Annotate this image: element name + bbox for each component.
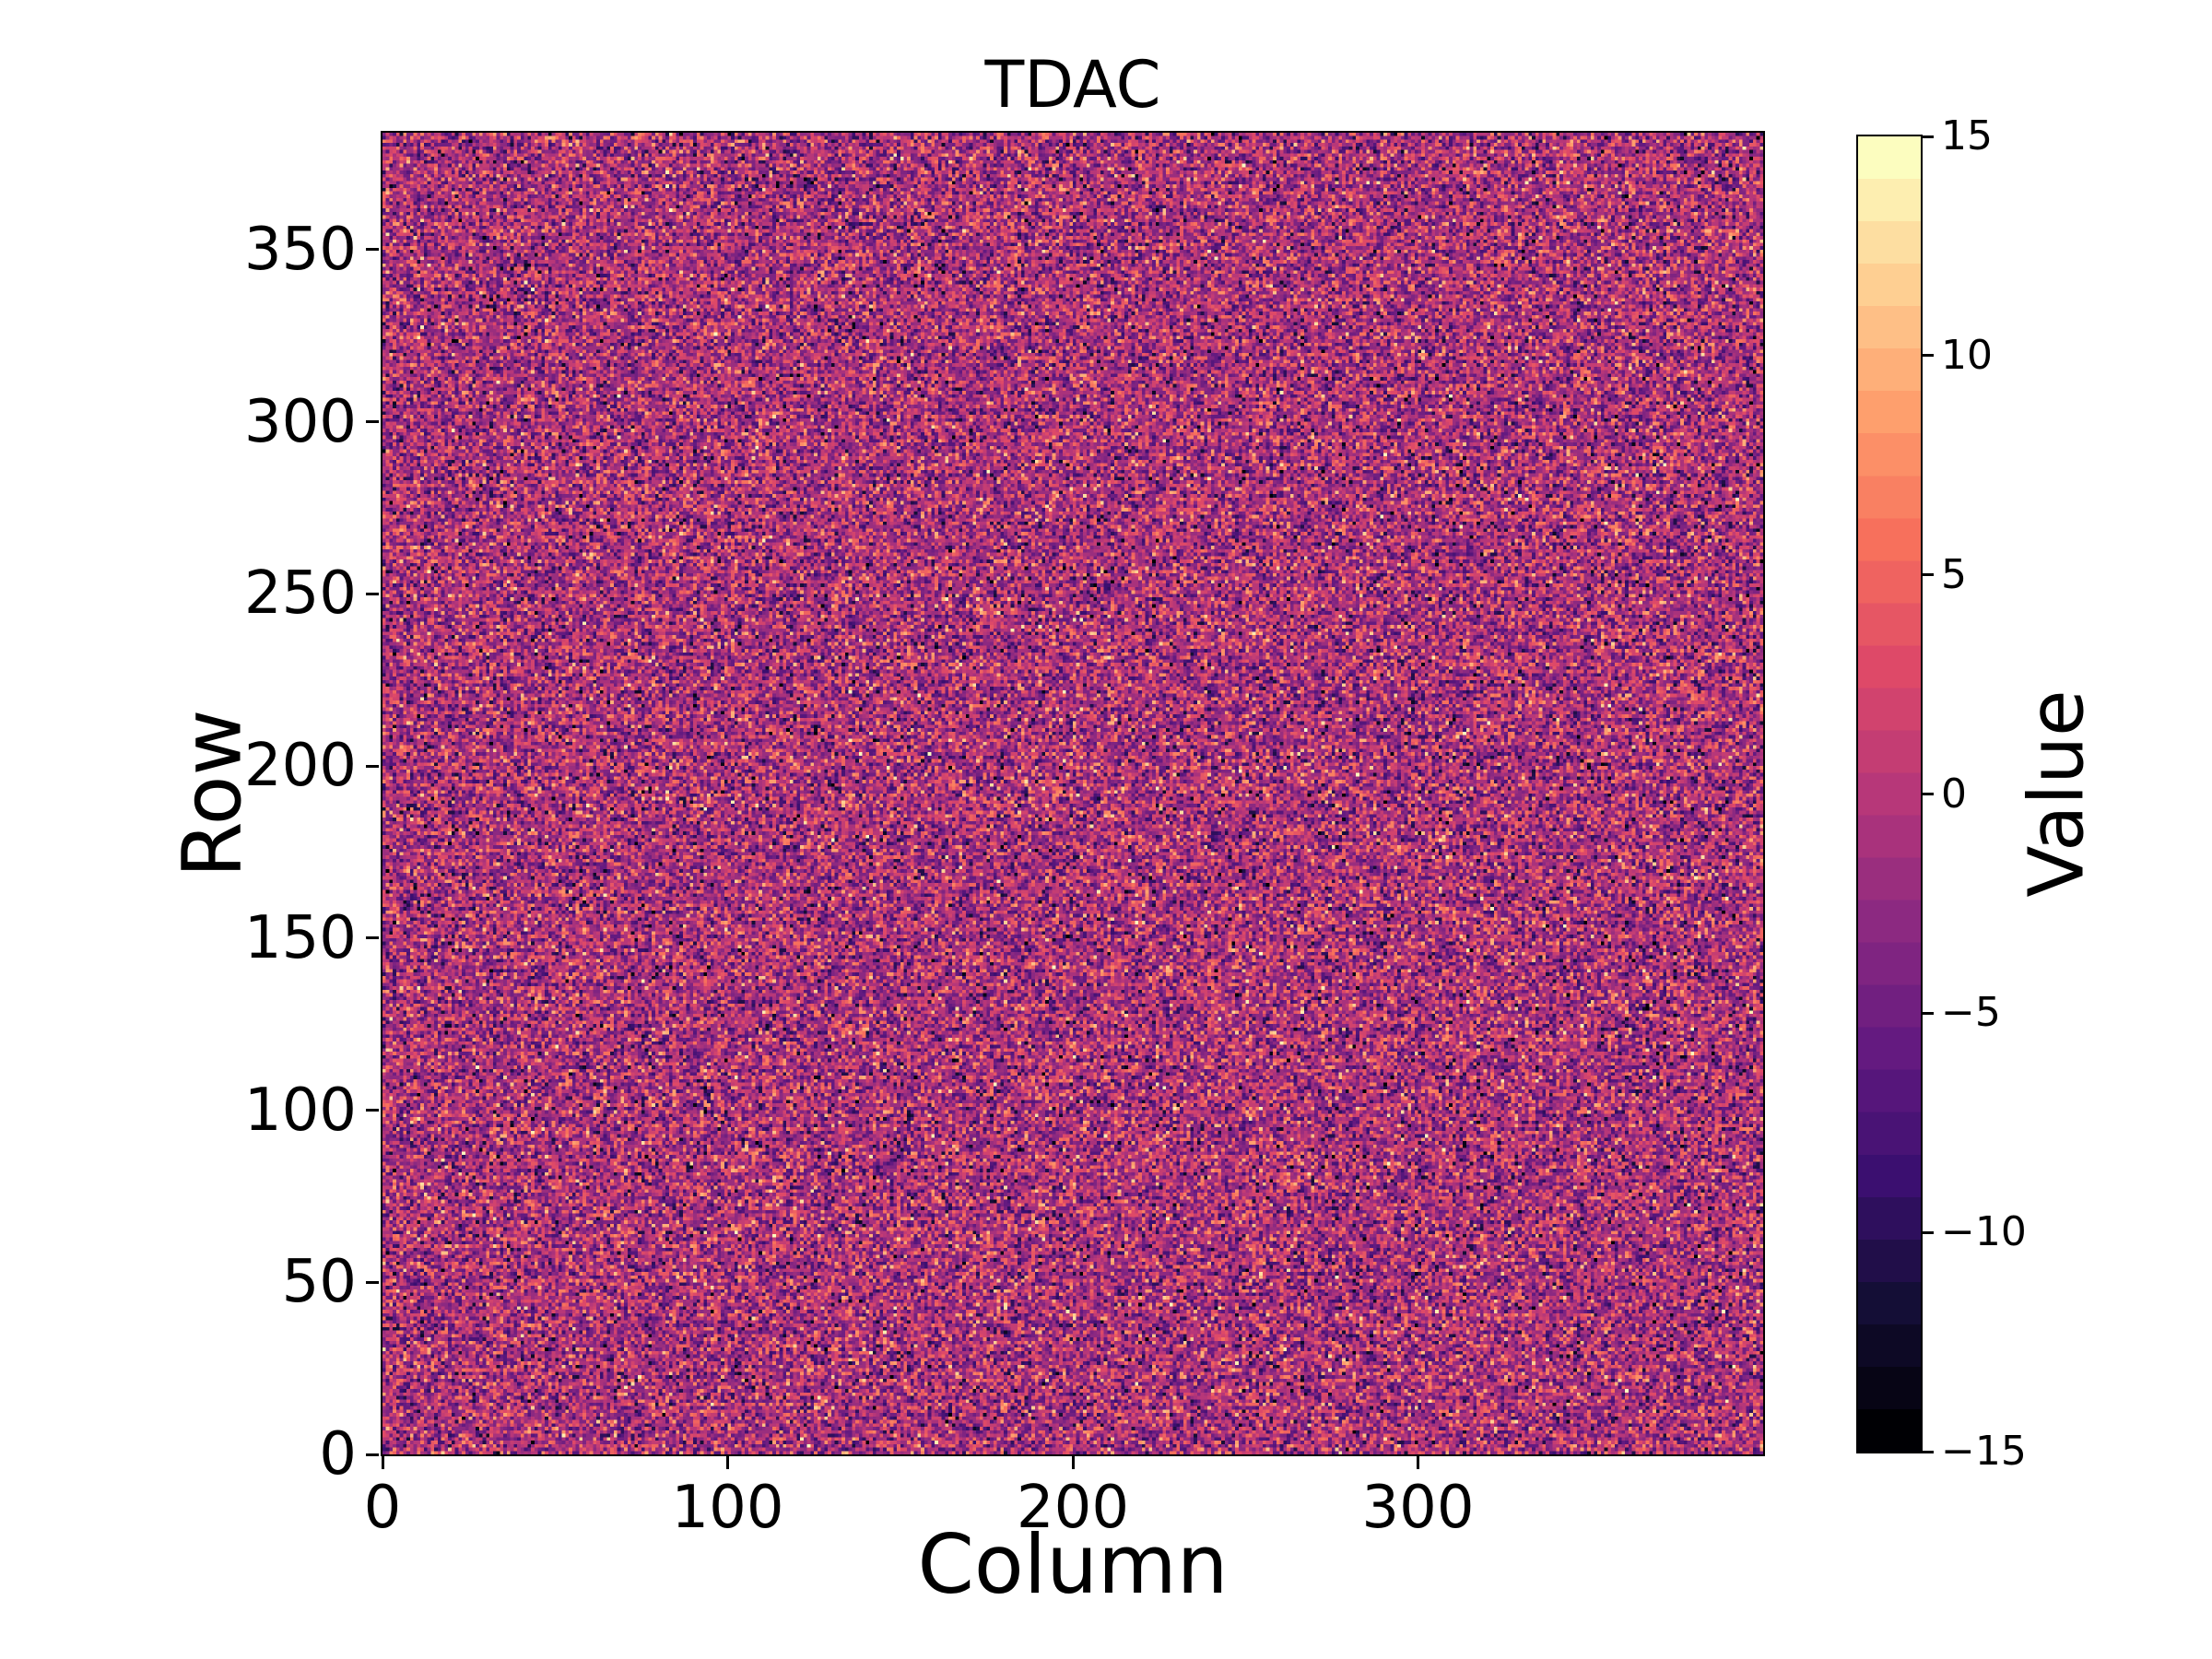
y-tick-mark xyxy=(366,936,379,940)
colorbar-tick-mark xyxy=(1923,573,1934,577)
colorbar-tick-mark xyxy=(1923,793,1934,795)
x-tick-label: 200 xyxy=(1016,1474,1130,1542)
y-tick-mark xyxy=(366,248,379,252)
colorbar-tick-label: 0 xyxy=(1941,770,1967,818)
colorbar-tick-mark xyxy=(1923,1450,1934,1453)
colorbar-tick-mark xyxy=(1923,135,1934,138)
x-tick-label: 300 xyxy=(1361,1474,1475,1542)
y-tick-mark xyxy=(366,420,379,424)
colorbar-tick-mark xyxy=(1923,1011,1934,1015)
y-tick-mark xyxy=(366,764,379,768)
colorbar-tick-label: 5 xyxy=(1941,550,1967,598)
y-tick-label: 150 xyxy=(243,903,357,972)
colorbar-tick-label: −10 xyxy=(1941,1208,2027,1256)
colorbar-tick-label: −15 xyxy=(1941,1428,2027,1475)
colorbar-tick-label: 10 xyxy=(1941,331,1993,379)
x-tick-mark xyxy=(381,1456,384,1469)
y-tick-label: 50 xyxy=(281,1248,357,1317)
colorbar-tick-mark xyxy=(1923,1230,1934,1234)
chart-title: TDAC xyxy=(984,47,1161,123)
y-tick-mark xyxy=(366,592,379,595)
colorbar-tick-label: −5 xyxy=(1941,989,2001,1037)
x-tick-mark xyxy=(1417,1456,1419,1469)
y-tick-label: 0 xyxy=(319,1420,357,1488)
y-tick-label: 350 xyxy=(243,215,357,284)
y-tick-label: 300 xyxy=(243,387,357,456)
y-tick-label: 200 xyxy=(243,732,357,801)
colorbar-tick-mark xyxy=(1923,354,1934,358)
y-tick-mark xyxy=(366,1453,379,1456)
y-tick-label: 100 xyxy=(243,1076,357,1145)
x-axis-label: Column xyxy=(917,1517,1229,1612)
x-tick-mark xyxy=(1071,1456,1075,1469)
colorbar-canvas xyxy=(1856,135,1923,1453)
colorbar-tick-label: 15 xyxy=(1941,112,1993,159)
x-tick-label: 100 xyxy=(671,1474,784,1542)
x-tick-label: 0 xyxy=(363,1474,402,1542)
x-tick-mark xyxy=(726,1456,729,1469)
y-tick-mark xyxy=(366,1280,379,1284)
y-tick-mark xyxy=(366,1109,379,1112)
heatmap-canvas xyxy=(381,131,1765,1456)
y-tick-label: 250 xyxy=(243,559,357,629)
